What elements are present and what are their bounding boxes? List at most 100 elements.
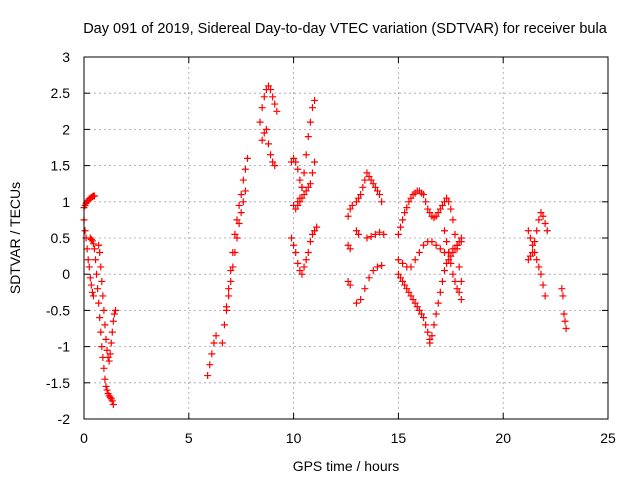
data-point: [361, 285, 369, 293]
chart-title: Day 091 of 2019, Sidereal Day-to-day VTE…: [83, 21, 608, 37]
data-point: [290, 241, 298, 249]
data-point: [258, 104, 266, 112]
data-point: [104, 353, 112, 361]
data-point: [344, 241, 352, 249]
y-tick-label: 0: [62, 266, 70, 282]
data-point: [399, 259, 407, 267]
data-point: [371, 230, 379, 238]
data-point: [541, 292, 549, 300]
data-point: [260, 93, 268, 101]
data-point: [300, 263, 308, 271]
data-point: [239, 176, 247, 184]
data-point: [106, 393, 114, 401]
data-point: [559, 292, 567, 300]
data-point: [394, 230, 402, 238]
data-point: [292, 248, 300, 256]
series-sat-r: [394, 187, 465, 285]
data-point: [352, 227, 360, 235]
data-point: [445, 256, 453, 264]
data-point: [311, 158, 319, 166]
data-point: [424, 328, 432, 336]
data-point: [422, 321, 430, 329]
series-sat-n: [344, 201, 363, 289]
data-point: [438, 201, 446, 209]
data-point: [95, 241, 103, 249]
data-point: [86, 274, 94, 282]
data-point: [537, 209, 545, 217]
data-point: [102, 335, 110, 343]
x-tick-label: 5: [185, 430, 193, 446]
data-point: [90, 245, 98, 253]
data-point: [99, 292, 107, 300]
data-point: [288, 234, 296, 242]
x-tick-label: 15: [391, 430, 407, 446]
data-point: [105, 357, 113, 365]
data-point: [306, 118, 314, 126]
data-point: [453, 241, 461, 249]
data-point: [103, 386, 111, 394]
data-point: [420, 191, 428, 199]
series-sat-c: [86, 234, 117, 409]
data-point: [111, 306, 119, 314]
data-point: [411, 256, 419, 264]
data-point: [313, 223, 321, 231]
data-points: [80, 82, 570, 409]
data-point: [558, 285, 566, 293]
data-point: [401, 281, 409, 289]
x-tick-label: 25: [600, 430, 616, 446]
x-tick-label: 10: [286, 430, 302, 446]
data-point: [457, 238, 465, 246]
data-point: [223, 306, 231, 314]
data-point: [107, 339, 115, 347]
data-point: [306, 180, 314, 188]
series-sat-x: [524, 209, 551, 264]
data-point: [237, 209, 245, 217]
data-point: [399, 216, 407, 224]
data-point: [344, 212, 352, 220]
data-point: [434, 299, 442, 307]
y-tick-label: 1: [62, 194, 70, 210]
data-point: [371, 183, 379, 191]
data-point: [208, 350, 216, 358]
series-sat-f: [218, 154, 251, 347]
data-point: [290, 154, 298, 162]
data-point: [256, 118, 264, 126]
data-point: [526, 234, 534, 242]
data-point: [455, 263, 463, 271]
data-point: [298, 183, 306, 191]
x-tick-labels: 0 5 10 15 20 25: [80, 430, 616, 446]
data-point: [561, 317, 569, 325]
data-point: [302, 256, 310, 264]
data-point: [269, 93, 277, 101]
data-point: [531, 238, 539, 246]
data-point: [346, 205, 354, 213]
data-point: [101, 321, 109, 329]
data-point: [220, 321, 228, 329]
data-point: [399, 277, 407, 285]
data-point: [396, 274, 404, 282]
data-point: [271, 100, 279, 108]
data-point: [260, 129, 268, 137]
x-tick-label: 0: [80, 430, 88, 446]
data-point: [428, 238, 436, 246]
data-point: [562, 325, 570, 332]
data-point: [212, 332, 220, 340]
data-point: [308, 230, 316, 238]
data-point: [426, 209, 434, 217]
data-point: [365, 274, 373, 282]
data-point: [436, 245, 444, 253]
data-point: [308, 104, 316, 112]
data-point: [432, 310, 440, 318]
data-point: [227, 267, 235, 275]
data-point: [436, 205, 444, 213]
series-sat-h: [256, 82, 281, 126]
data-point: [110, 310, 118, 318]
data-point: [363, 234, 371, 242]
data-point: [401, 209, 409, 217]
data-point: [311, 227, 319, 235]
data-point: [378, 198, 386, 206]
data-point: [413, 303, 421, 311]
y-tick-label: -0.5: [46, 302, 70, 318]
